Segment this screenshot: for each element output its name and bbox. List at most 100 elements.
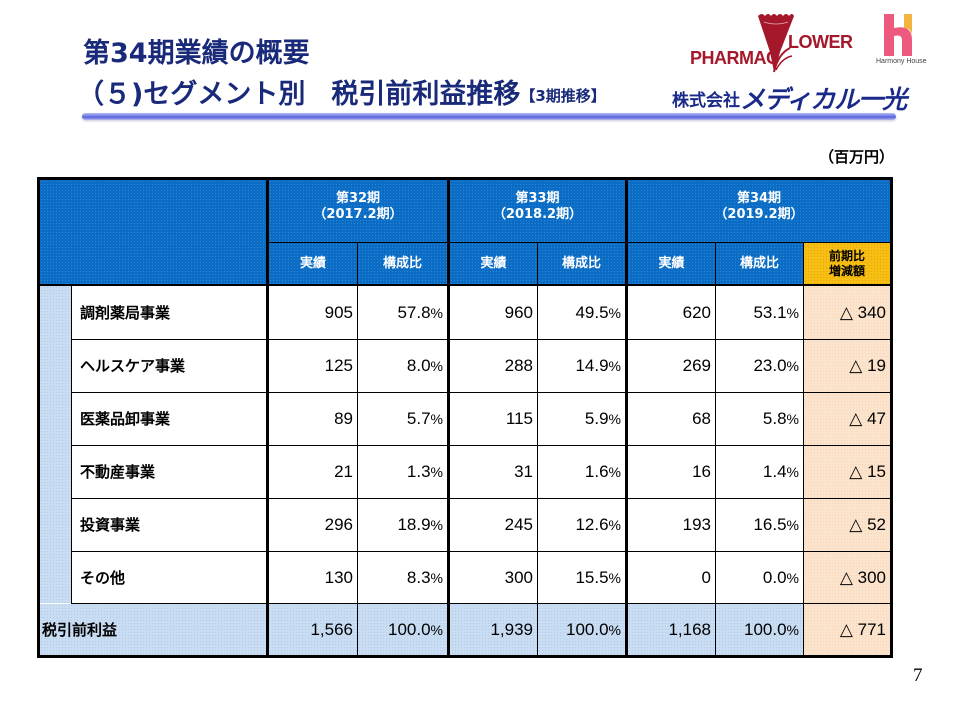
actual-cell: 0 — [628, 552, 715, 604]
period-date: （2018.2期） — [492, 207, 583, 222]
cell-value: 21 — [334, 462, 353, 481]
segment-label: 不動産事業 — [80, 463, 156, 481]
period-header-32: 第32期 （2017.2期） — [269, 180, 447, 242]
subtitle-metric: 税引前利益推移 — [331, 79, 521, 110]
cell-value: 100.0 — [744, 620, 787, 639]
diff-cell: △ 47 — [849, 409, 886, 428]
harmony-house-text: Harmony House — [876, 58, 927, 65]
subheader-actual-34: 実績 — [628, 243, 715, 284]
header-corner — [40, 180, 267, 284]
company-name: 株式会社メディカル一光 — [672, 80, 907, 116]
percent-sign: % — [430, 358, 443, 374]
percent-sign: % — [786, 305, 799, 321]
actual-cell: 300 — [450, 552, 537, 604]
cell-value: 8.0 — [406, 356, 431, 375]
actual-cell: 115 — [450, 393, 537, 445]
percent-sign: % — [608, 570, 621, 586]
percent-sign: % — [608, 517, 621, 533]
cell-value: 300 — [504, 568, 533, 587]
cell-value: 18.9 — [397, 515, 431, 534]
cell-value: 130 — [324, 568, 353, 587]
percent-sign: % — [786, 622, 799, 638]
cell-value: 5.8 — [762, 409, 787, 428]
cell-value: 960 — [504, 303, 533, 322]
diff-cell: △ 52 — [849, 515, 886, 534]
period-label: 第33期 — [515, 191, 560, 206]
slide-subtitle: （５)セグメント別 税引前利益推移【3期推移】 — [77, 72, 606, 111]
pharmacy-text: PHARMAC — [690, 48, 779, 68]
ratio-cell: 5.8% — [716, 393, 803, 445]
percent-sign: % — [430, 464, 443, 480]
percent-sign: % — [608, 622, 621, 638]
cell-value: 1,566 — [310, 620, 353, 639]
cell-value: 16.5 — [753, 515, 787, 534]
cell-value: 100.0 — [388, 620, 431, 639]
cell-value: 16 — [692, 462, 711, 481]
unit-label: （百万円） — [818, 148, 894, 166]
subheader-actual-32: 実績 — [269, 243, 357, 284]
percent-sign: % — [786, 464, 799, 480]
percent-sign: % — [608, 358, 621, 374]
period-label: 第34期 — [736, 191, 782, 206]
flower-text: LOWER — [788, 32, 853, 52]
diff-cell: △ 300 — [839, 568, 886, 587]
ratio-cell: 16.5% — [716, 499, 803, 551]
ratio-cell: 57.8% — [358, 287, 447, 339]
cell-value: 269 — [682, 356, 711, 375]
ratio-cell: 14.9% — [538, 340, 625, 392]
percent-sign: % — [786, 358, 799, 374]
ratio-cell: 1.6% — [538, 446, 625, 498]
indent-column — [40, 286, 71, 603]
cell-value: 15.5 — [575, 568, 609, 587]
cell-value: 1,939 — [490, 620, 533, 639]
total-row-label: 税引前利益 — [42, 621, 118, 639]
percent-sign: % — [608, 305, 621, 321]
segment-profit-table: 第32期 （2017.2期） 第33期 （2018.2期） 第34期 （2019… — [37, 177, 893, 658]
cell-value: 31 — [514, 462, 533, 481]
actual-cell: 288 — [450, 340, 537, 392]
period-header-34: 第34期 （2019.2期） — [628, 180, 890, 242]
percent-sign: % — [430, 411, 443, 427]
total-row-bg — [40, 604, 803, 655]
diff-cell: △ 19 — [849, 356, 886, 375]
company-prefix: 株式会社 — [672, 91, 740, 111]
percent-sign: % — [430, 570, 443, 586]
ratio-cell: 8.0% — [358, 340, 447, 392]
page-number: 7 — [913, 665, 923, 686]
period-label: 第32期 — [335, 191, 381, 206]
harmony-h-icon — [884, 14, 912, 56]
ratio-cell: 100.0% — [538, 604, 625, 656]
percent-sign: % — [430, 517, 443, 533]
actual-cell: 1,939 — [450, 604, 537, 656]
ratio-cell: 5.7% — [358, 393, 447, 445]
percent-sign: % — [786, 517, 799, 533]
subheader-ratio-33: 構成比 — [538, 243, 625, 284]
ratio-cell: 53.1% — [716, 287, 803, 339]
harmony-house-logo: Harmony House — [876, 14, 946, 68]
actual-cell: 296 — [269, 499, 357, 551]
ratio-cell: 49.5% — [538, 287, 625, 339]
cell-value: 288 — [504, 356, 533, 375]
subheader-ratio-34: 構成比 — [716, 243, 803, 284]
ratio-cell: 100.0% — [358, 604, 447, 656]
actual-cell: 193 — [628, 499, 715, 551]
segment-label: その他 — [80, 569, 126, 587]
cell-value: 1.6 — [584, 462, 609, 481]
ratio-cell: 5.9% — [538, 393, 625, 445]
actual-cell: 245 — [450, 499, 537, 551]
ratio-cell: 12.6% — [538, 499, 625, 551]
ratio-cell: 100.0% — [716, 604, 803, 656]
diff-label-line1: 前期比 — [828, 249, 865, 263]
cell-value: 14.9 — [575, 356, 609, 375]
cell-value: 5.7 — [406, 409, 431, 428]
cell-value: 620 — [682, 303, 711, 322]
cell-value: 1.4 — [762, 462, 787, 481]
period-header-33: 第33期 （2018.2期） — [450, 180, 625, 242]
percent-sign: % — [430, 305, 443, 321]
cell-value: 5.9 — [584, 409, 609, 428]
segment-label: 投資事業 — [80, 516, 141, 534]
diff-label-line2: 増減額 — [828, 264, 865, 278]
percent-sign: % — [430, 622, 443, 638]
subheader-diff: 前期比 増減額 — [804, 243, 890, 284]
actual-cell: 620 — [628, 287, 715, 339]
